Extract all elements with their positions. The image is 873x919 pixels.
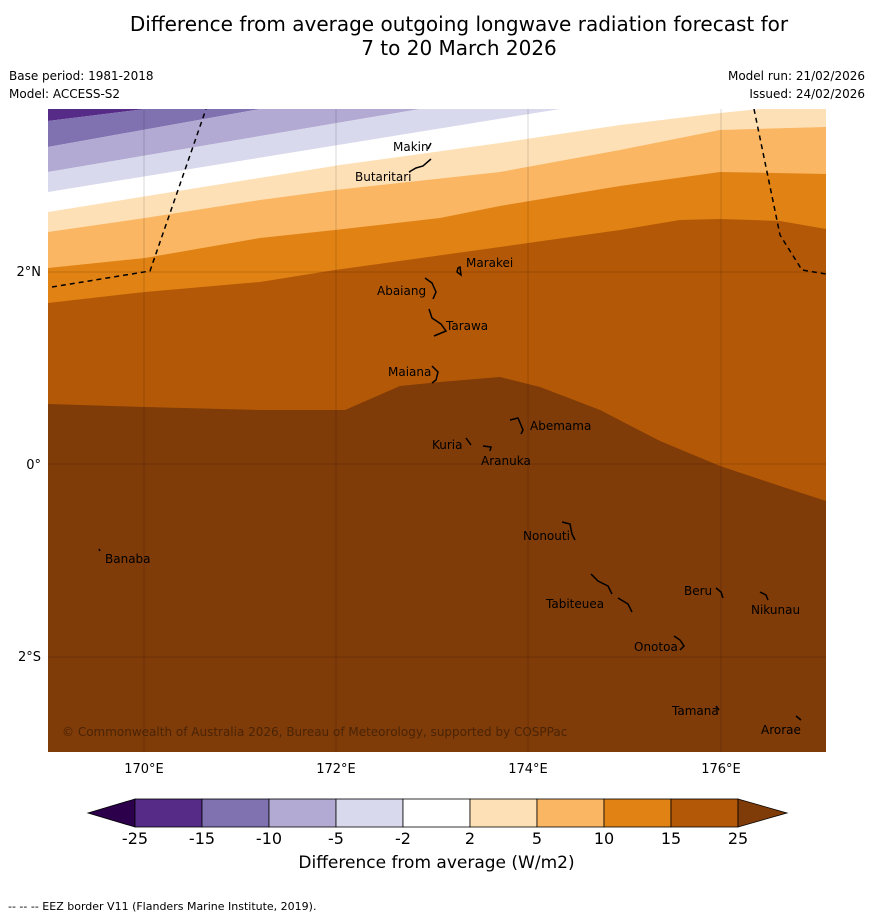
colorbar-segment	[402, 798, 471, 828]
lon-label: 172°E	[316, 762, 356, 777]
island-butaritari	[408, 158, 432, 173]
island-marakei	[456, 265, 462, 277]
colorbar-segment	[134, 798, 203, 828]
colorbar-tick-label: -15	[189, 829, 215, 848]
colorbar-tick-label: 25	[728, 829, 748, 848]
band-lavender	[48, 109, 560, 192]
graticule	[48, 109, 826, 752]
axis-labels: 170°E 172°E 174°E 176°E 2°N 0° 2°S	[17, 265, 741, 777]
lon-label: 176°E	[701, 762, 741, 777]
place-label: Tamana	[671, 704, 719, 718]
meta-left: Base period: 1981-2018 Model: ACCESS-S2	[9, 69, 154, 105]
place-label: Nikunau	[751, 603, 800, 617]
copyright-text: © Commonwealth of Australia 2026, Bureau…	[62, 725, 567, 739]
place-label: Abemama	[530, 419, 591, 433]
title-line-1: Difference from average outgoing longwav…	[129, 12, 789, 36]
meta-right: Model run: 21/02/2026 Issued: 24/02/2026	[728, 69, 865, 105]
colorbar-tick-label: -25	[122, 829, 148, 848]
place-label: Kuria	[432, 438, 463, 452]
eez-border	[51, 109, 826, 288]
island-abemama	[509, 417, 524, 435]
place-label: Tabiteuea	[545, 597, 604, 611]
model-name: Model: ACCESS-S2	[9, 87, 121, 101]
colorbar-tick-label: -5	[328, 829, 344, 848]
lat-label: 2°N	[17, 265, 42, 280]
chart-title: Difference from average outgoing longwav…	[0, 12, 873, 60]
island-abaiang	[424, 277, 437, 300]
island-tarawa	[428, 308, 448, 337]
place-label: Arorae	[761, 723, 801, 737]
colorbar-extend-low	[86, 798, 136, 828]
place-label: Makin	[393, 140, 429, 154]
base-period: Base period: 1981-2018	[9, 69, 154, 83]
colorbar: -25 -15 -10 -5 -2 2 5 10 15 25	[86, 798, 789, 848]
island-maiana	[431, 365, 439, 384]
place-label: Aranuka	[481, 454, 531, 468]
colorbar-tick-label: -2	[395, 829, 411, 848]
place-label: Nonouti	[523, 529, 570, 543]
place-label: Marakei	[466, 256, 513, 270]
place-label: Tarawa	[445, 319, 488, 333]
title-line-2: 7 to 20 March 2026	[361, 36, 557, 60]
colorbar-tick-label: -10	[256, 829, 282, 848]
colorbar-segment	[335, 798, 404, 828]
colorbar-segment	[603, 798, 672, 828]
island-nonouti	[561, 521, 576, 541]
lon-label: 170°E	[124, 762, 164, 777]
band-dark-brown	[48, 377, 826, 752]
colorbar-segment	[268, 798, 337, 828]
colorbar-tick-label: 15	[661, 829, 681, 848]
island-makin	[427, 142, 432, 150]
island-tamana	[715, 705, 720, 711]
colorbar-extend-high	[737, 798, 789, 828]
forecast-map: Makin Butaritari Marakei Abaiang Tarawa …	[48, 109, 826, 752]
colorbar-segment	[469, 798, 538, 828]
lat-label: 2°S	[18, 650, 41, 665]
place-label: Banaba	[105, 552, 151, 566]
colorbar-label: Difference from average (W/m2)	[298, 853, 575, 873]
place-label: Beru	[684, 584, 712, 598]
place-label: Abaiang	[377, 284, 426, 298]
place-label: Onotoa	[634, 640, 678, 654]
eez-footnote: -- -- -- EEZ border V11 (Flanders Marine…	[8, 900, 317, 913]
colorbar-segment	[670, 798, 739, 828]
colorbar-tick-label: 5	[532, 829, 542, 848]
colorbar-tick-label: 2	[465, 829, 475, 848]
colorbar-segment	[201, 798, 270, 828]
island-arorae	[795, 715, 802, 721]
lat-label: 0°	[26, 458, 41, 473]
place-label: Butaritari	[355, 170, 412, 184]
island-onotoa	[673, 635, 685, 651]
island-tabiteuea	[590, 573, 633, 613]
place-label: Maiana	[388, 365, 431, 379]
place-labels: Makin Butaritari Marakei Abaiang Tarawa …	[105, 140, 801, 737]
colorbar-tick-label: 10	[594, 829, 614, 848]
island-outlines	[98, 142, 802, 721]
model-run: Model run: 21/02/2026	[727, 69, 865, 83]
colorbar-segment	[536, 798, 605, 828]
lon-label: 174°E	[508, 762, 548, 777]
island-banaba	[98, 548, 101, 552]
island-beru	[715, 587, 724, 599]
island-nikunau	[759, 591, 769, 601]
issued-date: Issued: 24/02/2026	[749, 87, 865, 101]
island-kuria	[465, 437, 472, 446]
island-aranuka	[482, 445, 492, 452]
